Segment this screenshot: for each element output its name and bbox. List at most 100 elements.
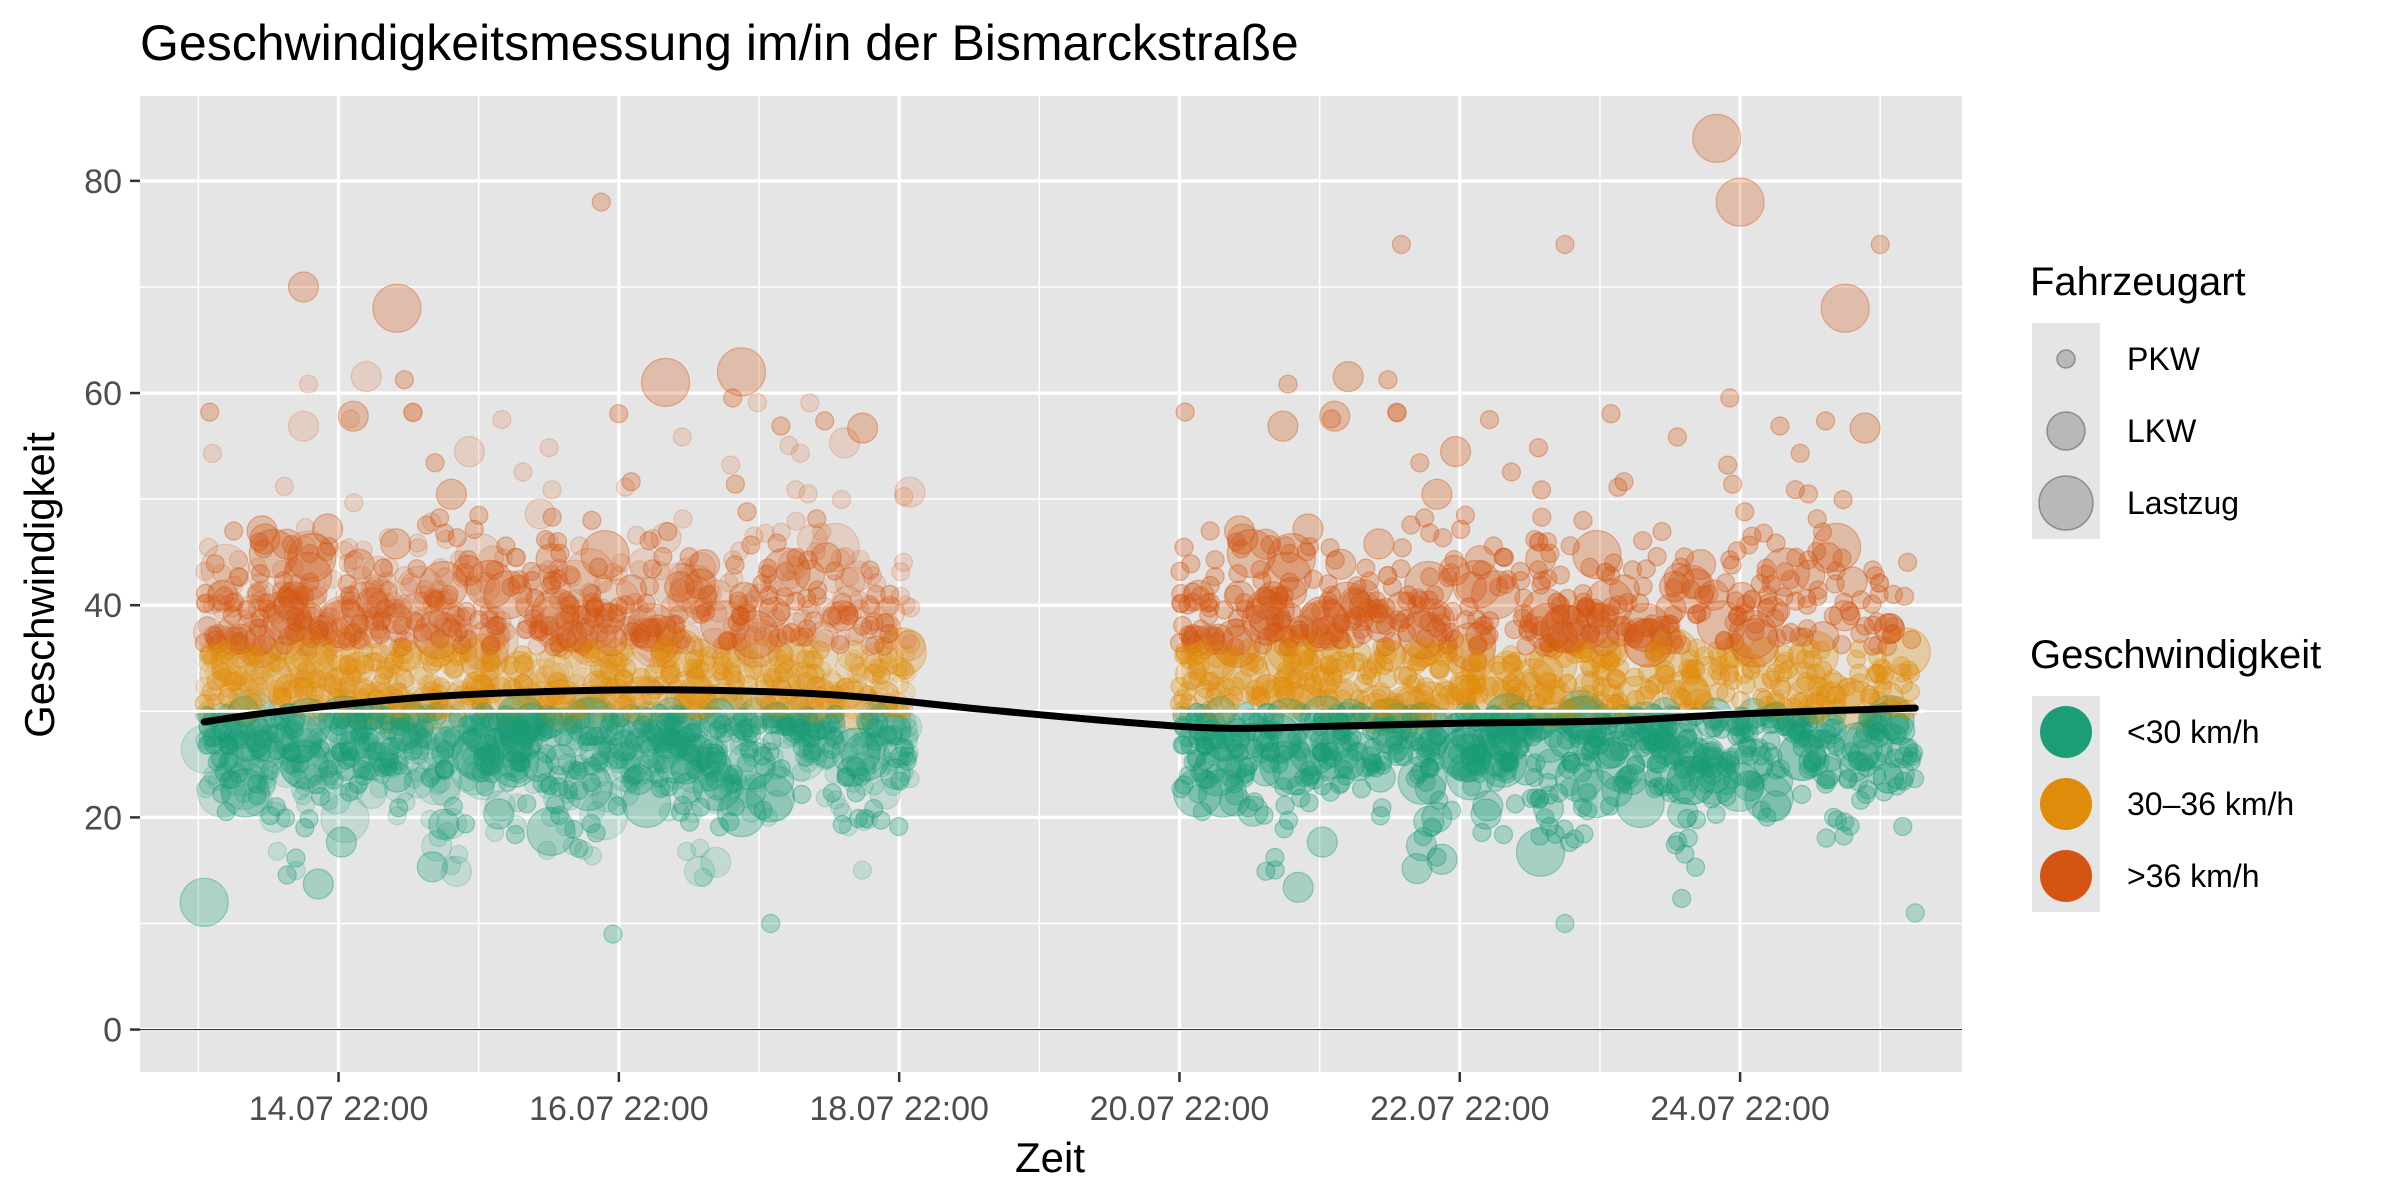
data-point [223,665,243,685]
data-point [456,606,476,627]
data-point [298,641,318,661]
data-point [389,755,409,775]
data-point [343,548,375,580]
data-point [266,797,286,817]
data-point [496,536,516,556]
data-point [353,627,373,648]
data-point [722,665,742,686]
data-point [287,410,320,442]
data-point [378,528,398,548]
data-point [458,705,508,755]
data-point [794,747,815,768]
data-point [582,670,614,702]
data-point [501,725,533,757]
data-point [428,609,448,629]
data-point [682,718,702,738]
data-point [248,528,298,579]
data-point [561,791,581,811]
data-point [436,529,456,550]
data-point [370,624,391,645]
data-point [293,744,313,764]
data-point [1790,443,1810,463]
data-point [394,630,414,650]
data-point [318,759,338,779]
data-point [621,752,641,772]
data-point [796,747,816,767]
data-point [433,725,465,758]
data-point [572,666,592,686]
data-point [781,622,802,643]
data-point [802,727,822,748]
data-point [208,641,228,661]
data-point [396,792,416,812]
data-point [615,595,636,615]
data-point [550,662,570,683]
data-point [612,739,645,771]
data-point [891,562,911,582]
data-point [580,529,630,580]
data-point [423,636,455,668]
data-point [198,653,218,673]
data-point [274,635,294,655]
data-point [584,596,605,616]
data-point [343,623,363,643]
data-point [435,478,467,510]
data-point [213,593,233,614]
data-point [770,717,802,749]
data-point [237,594,269,626]
data-point [308,585,328,605]
data-point [830,797,850,817]
data-point [284,668,305,688]
data-point [658,802,679,822]
data-point [544,637,564,657]
data-point [537,692,557,713]
data-point [877,598,898,619]
data-point [507,815,527,835]
data-point [433,617,453,638]
data-point [443,796,463,817]
data-point [408,538,428,558]
data-point [539,438,559,458]
data-point [246,645,266,666]
data-point [363,652,383,672]
data-point [724,778,745,799]
data-point [828,427,861,459]
data-point [284,530,334,580]
data-point [200,402,220,422]
data-point [298,374,319,394]
data-point [509,570,530,590]
data-point [593,573,613,594]
data-point [841,560,874,592]
data-point [322,749,342,770]
data-point [723,764,744,784]
data-point [271,581,291,602]
data-point [693,597,714,617]
data-point [200,543,250,594]
data-point [829,605,850,625]
data-point [389,798,409,818]
data-point [901,634,921,654]
data-point [1897,552,1918,572]
data-point [403,767,435,799]
data-point [429,579,449,600]
data-point [344,493,364,513]
data-point [807,509,827,529]
data-point [224,521,244,541]
data-point [528,747,560,779]
data-point [762,621,794,653]
data-point [752,708,773,729]
data-point [621,472,641,492]
data-point [792,784,812,805]
data-point [743,650,763,670]
data-point [286,848,306,868]
data-point [450,550,470,570]
data-point [865,718,885,738]
data-point [873,596,906,629]
data-point [727,612,747,633]
data-point [680,623,701,644]
data-point [647,754,667,774]
data-point [852,860,873,880]
data-point [684,635,705,656]
data-point [894,476,926,508]
data-point [418,560,469,611]
